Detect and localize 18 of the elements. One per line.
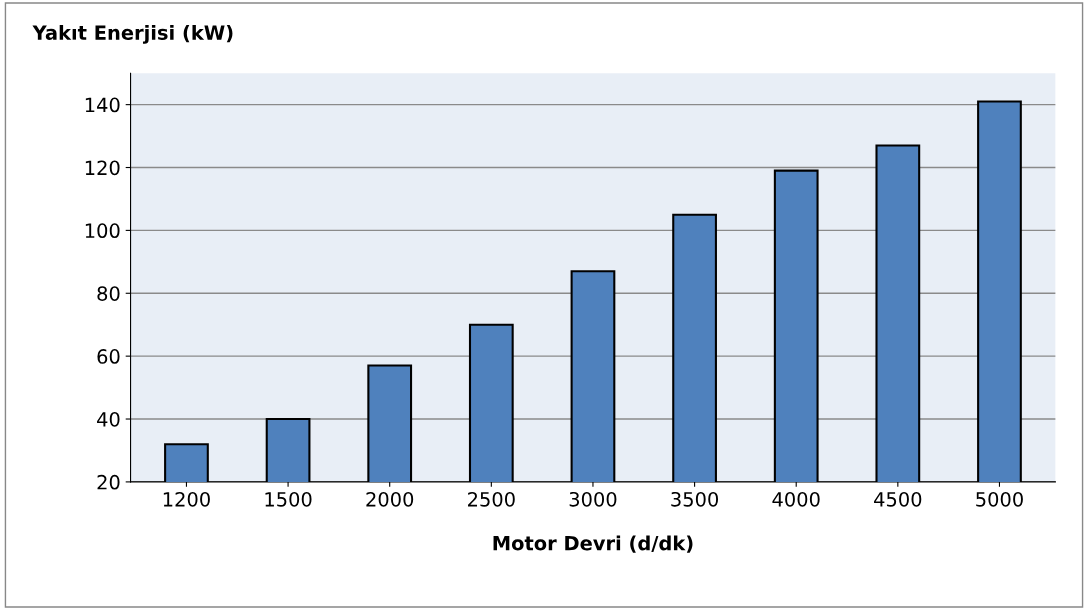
x-tick-label: 4500 [874, 491, 922, 507]
x-axis-title: Motor Devri (d/dk) [493, 535, 693, 553]
x-tick-label: 4000 [772, 491, 820, 507]
y-tick-label: 40 [97, 411, 120, 427]
y-tick-label: 140 [85, 97, 120, 113]
x-tick-label: 1200 [163, 491, 210, 507]
y-tick-label: 80 [97, 286, 120, 301]
y-tick-label: 20 [97, 474, 120, 490]
x-tick-label: 3000 [569, 491, 617, 507]
y-tick-label: 60 [97, 349, 120, 364]
y-tick-label: 120 [85, 160, 120, 176]
x-tick-label: 2500 [468, 491, 515, 507]
x-tick-label: 3500 [671, 491, 719, 507]
y-tick-label: 100 [85, 223, 120, 239]
y-axis-title: Yakıt Enerjisi (kW) [32, 24, 233, 44]
x-tick-label: 5000 [976, 491, 1023, 507]
x-tick-label: 1500 [265, 491, 312, 507]
x-tick-label: 2000 [366, 491, 414, 507]
